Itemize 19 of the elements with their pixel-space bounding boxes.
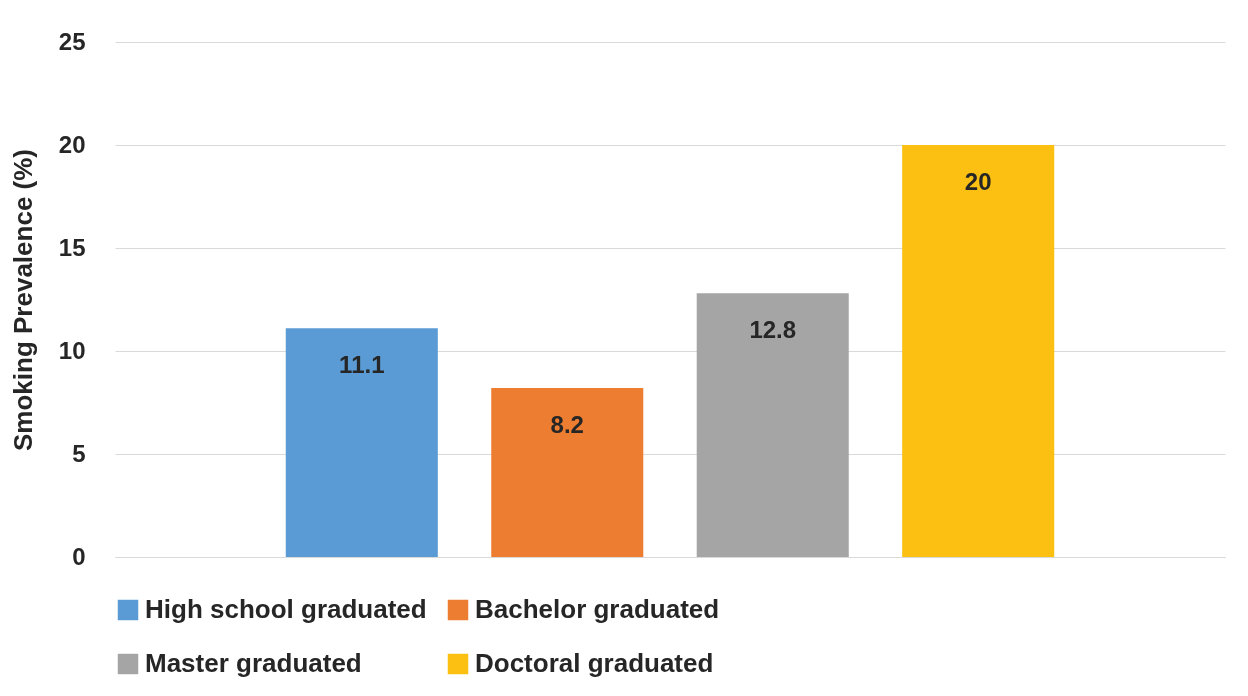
y-tick-label: 10 <box>58 336 86 364</box>
data-label: 8.2 <box>550 411 584 439</box>
y-axis-title: Smoking Prevalence (%) <box>7 149 38 451</box>
bar <box>696 293 849 557</box>
bar <box>491 388 644 557</box>
bar <box>902 145 1055 557</box>
y-tick-label: 0 <box>72 542 86 570</box>
y-tick-label: 20 <box>58 130 86 158</box>
y-tick-label: 5 <box>72 439 86 467</box>
data-label: 20 <box>964 168 992 195</box>
data-label: 12.8 <box>749 316 797 344</box>
legend-label: Bachelor graduated <box>475 594 720 624</box>
bar <box>285 328 438 557</box>
legend-label: Doctoral graduated <box>475 648 714 678</box>
y-tick-label: 25 <box>58 27 86 55</box>
y-tick-label: 15 <box>58 233 86 261</box>
data-label: 11.1 <box>339 351 385 379</box>
legend-label: Master graduated <box>145 648 362 678</box>
legend-label: High school graduated <box>145 594 427 624</box>
